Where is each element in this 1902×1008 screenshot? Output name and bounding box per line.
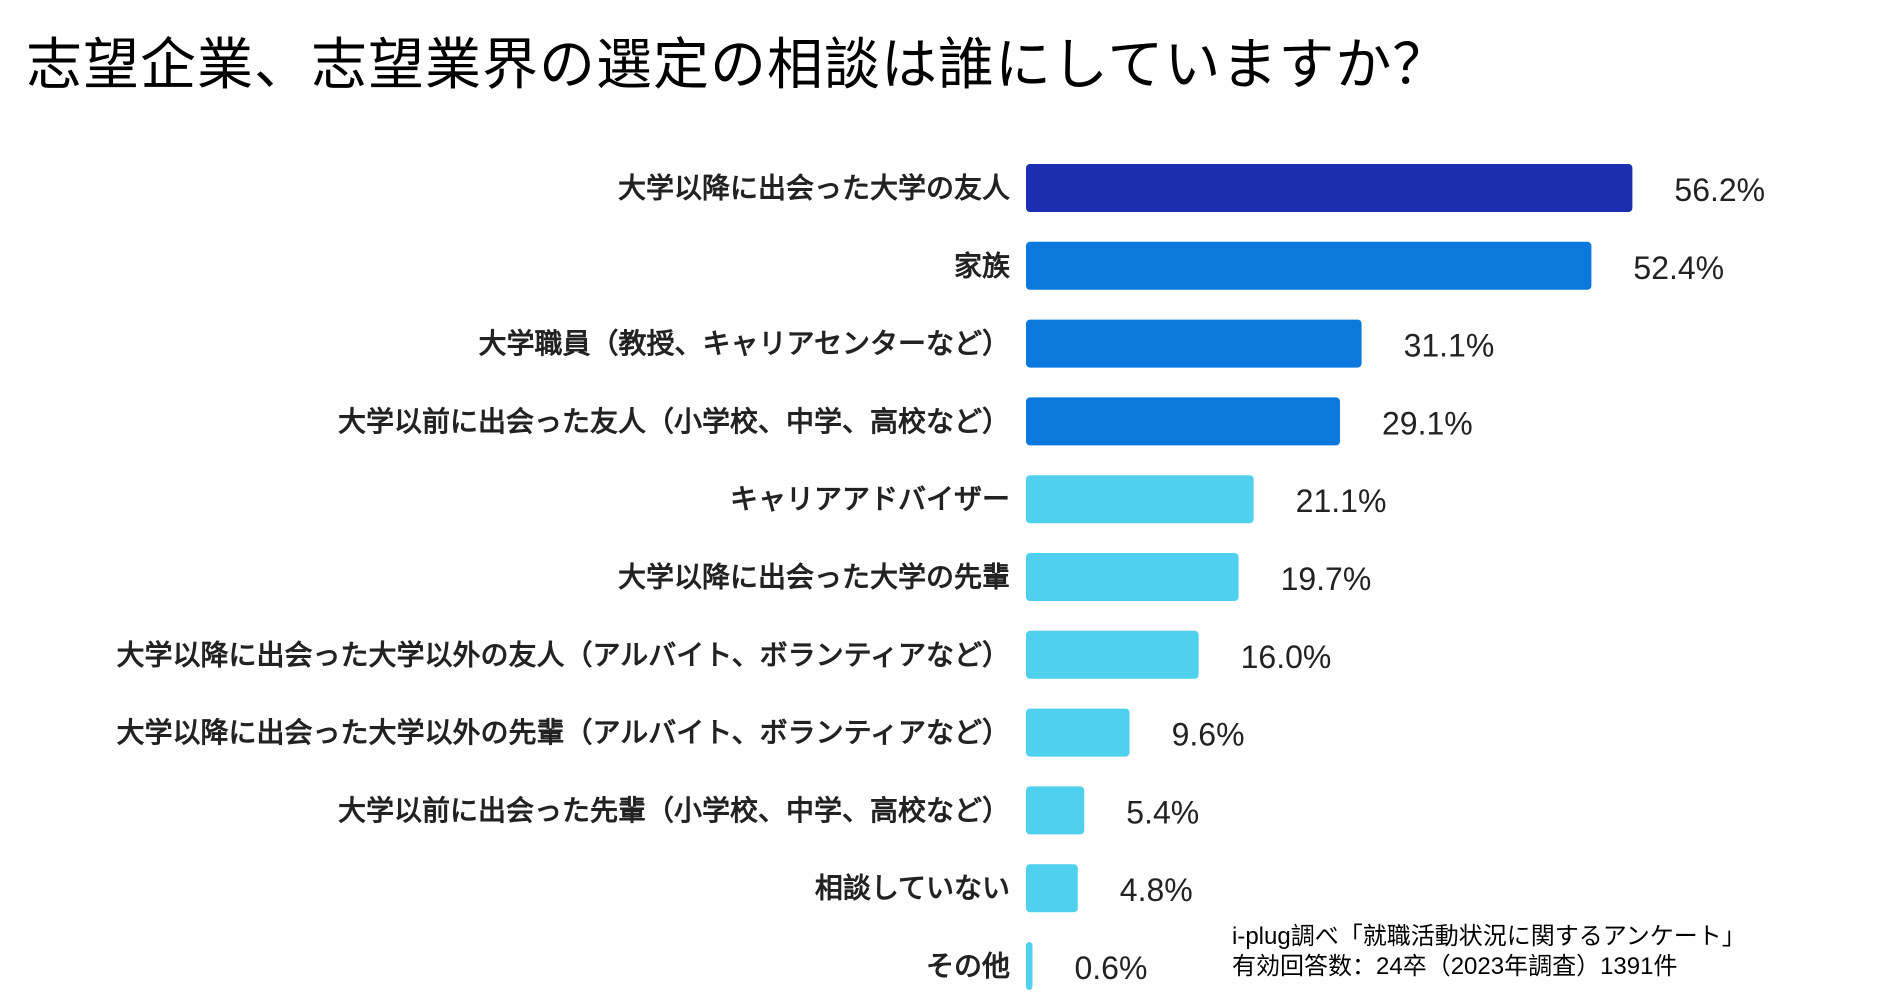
category-label: 大学以降に出会った大学の友人: [618, 172, 1010, 205]
value-label: 4.8%: [1120, 872, 1193, 908]
value-label: 9.6%: [1172, 717, 1245, 753]
category-label: 大学以前に出会った先輩（小学校、中学、高校など）: [338, 794, 1010, 827]
category-label: 大学職員（教授、キャリアセンターなど）: [479, 327, 1010, 360]
category-label: その他: [926, 950, 1010, 983]
bar: [1026, 164, 1633, 212]
category-label: 大学以降に出会った大学以外の友人（アルバイト、ボランティアなど）: [117, 638, 1010, 671]
bar: [1026, 397, 1340, 446]
category-label: キャリアアドバイザー: [730, 483, 1010, 516]
bar: [1026, 708, 1130, 757]
value-label: 19.7%: [1281, 561, 1372, 597]
value-label: 29.1%: [1382, 405, 1473, 441]
value-label: 16.0%: [1241, 639, 1332, 675]
source-footnote: i-plug調べ「就職活動状況に関するアンケート」 有効回答数：24卒（2023…: [1232, 922, 1746, 982]
bar: [1026, 553, 1239, 601]
value-label: 21.1%: [1296, 483, 1387, 519]
bar: [1026, 942, 1033, 990]
bar: [1026, 786, 1085, 835]
value-label: 5.4%: [1126, 794, 1199, 830]
value-label: 52.4%: [1633, 250, 1724, 286]
bar: [1026, 241, 1592, 290]
category-label: 相談していない: [815, 872, 1010, 905]
bar: [1026, 475, 1254, 524]
category-label: 大学以前に出会った友人（小学校、中学、高校など）: [338, 405, 1010, 438]
bar: [1026, 864, 1078, 913]
value-label: 0.6%: [1074, 950, 1147, 986]
bar: [1026, 630, 1199, 679]
chart-title: 志望企業、志望業界の選定の相談は誰にしていますか？: [26, 33, 1450, 98]
value-label: 56.2%: [1674, 172, 1765, 208]
bar: [1026, 319, 1362, 368]
category-label: 大学以降に出会った大学以外の先輩（アルバイト、ボランティアなど）: [117, 716, 1010, 749]
footnote-source-line: i-plug調べ「就職活動状況に関するアンケート」: [1232, 923, 1746, 950]
category-label: 大学以降に出会った大学の先輩: [618, 561, 1010, 594]
category-label: 家族: [954, 249, 1011, 282]
footnote-count-line: 有効回答数：24卒（2023年調査）1391件: [1232, 953, 1678, 980]
value-label: 31.1%: [1404, 328, 1495, 364]
